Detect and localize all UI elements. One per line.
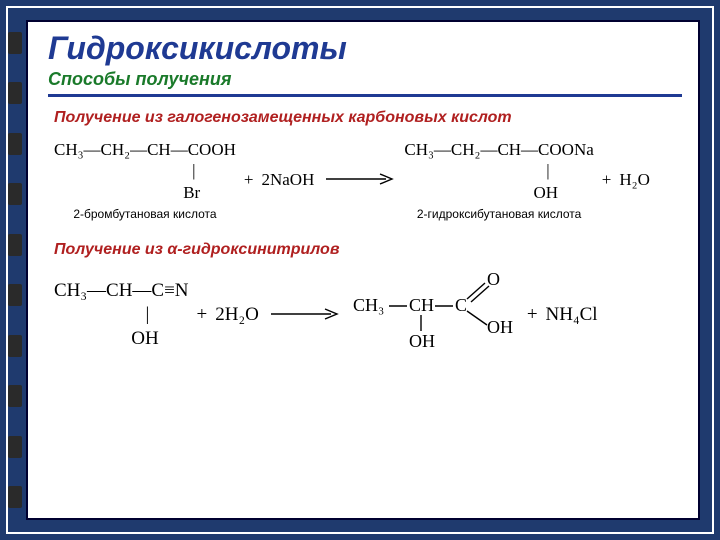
rxn1-product-l3: OH — [404, 182, 593, 203]
rxn1-product: CH₃—CH₂—CH—COONa | OH 2-гидроксибутанова… — [404, 139, 593, 221]
rxn1-reactant-l1: CH₃—CH₂—CH—COOH — [54, 139, 236, 160]
slide-content: Гидроксикислоты Способы получения Получе… — [26, 20, 700, 520]
rxn2-o-top: O — [487, 271, 500, 289]
rxn2-product-structure: CH₃ CH C O OH OH — [349, 271, 519, 353]
reaction-1: CH₃—CH₂—CH—COOH | Br 2-бромбутановая кис… — [54, 139, 682, 221]
rxn2-plus-1: + — [197, 304, 208, 326]
rxn2-oh-right: OH — [487, 317, 513, 337]
rxn1-product-caption: 2-гидроксибутановая кислота — [404, 207, 593, 221]
rxn2-ch3: CH₃ — [353, 295, 384, 315]
rxn1-reactant-l3: Br — [54, 182, 236, 203]
rxn2-reactant: CH₃—CH—C≡N | OH — [54, 279, 189, 350]
arrow-icon — [324, 173, 394, 185]
rxn1-product-l1: CH₃—CH₂—CH—COONa — [404, 139, 593, 160]
outer-frame: Гидроксикислоты Способы получения Получе… — [6, 6, 714, 534]
section1-heading: Получение из галогенозамещенных карбонов… — [54, 109, 682, 127]
rxn2-byproduct: NH₄Cl — [546, 304, 598, 326]
rxn1-arrow — [322, 170, 396, 190]
title-underline — [48, 94, 682, 97]
rxn1-reagent: 2NaOH — [261, 170, 314, 190]
section2-heading: Получение из α-гидроксинитрилов — [54, 241, 682, 259]
rxn2-ch: CH — [409, 295, 434, 315]
arrow-icon — [269, 308, 339, 320]
rxn2-product: CH₃ CH C O OH OH — [349, 271, 519, 359]
rxn2-plus-2: + — [527, 304, 538, 326]
reaction-2: CH₃—CH—C≡N | OH + 2H₂O CH₃ CH C — [54, 271, 682, 359]
rxn1-reactant-l2: | — [54, 160, 236, 181]
rxn2-reactant-l3: OH — [54, 327, 189, 351]
page-title: Гидроксикислоты — [48, 30, 682, 67]
rxn2-reagent: 2H₂O — [215, 304, 259, 326]
rxn2-arrow — [267, 304, 341, 326]
rxn1-byproduct: H₂O — [619, 170, 649, 190]
page-subtitle: Способы получения — [48, 69, 682, 90]
rxn2-oh-below: OH — [409, 331, 435, 351]
rxn2-reactant-l1: CH₃—CH—C≡N — [54, 279, 189, 303]
rxn2-c: C — [455, 295, 467, 315]
rxn1-plus-2: + — [602, 170, 612, 190]
rxn1-product-l2: | — [404, 160, 593, 181]
rxn2-reactant-l2: | — [54, 303, 189, 327]
binder-tabs — [8, 32, 22, 508]
rxn1-reactant-caption: 2-бромбутановая кислота — [54, 207, 236, 221]
rxn1-reactant: CH₃—CH₂—CH—COOH | Br 2-бромбутановая кис… — [54, 139, 236, 221]
rxn1-plus-1: + — [244, 170, 254, 190]
